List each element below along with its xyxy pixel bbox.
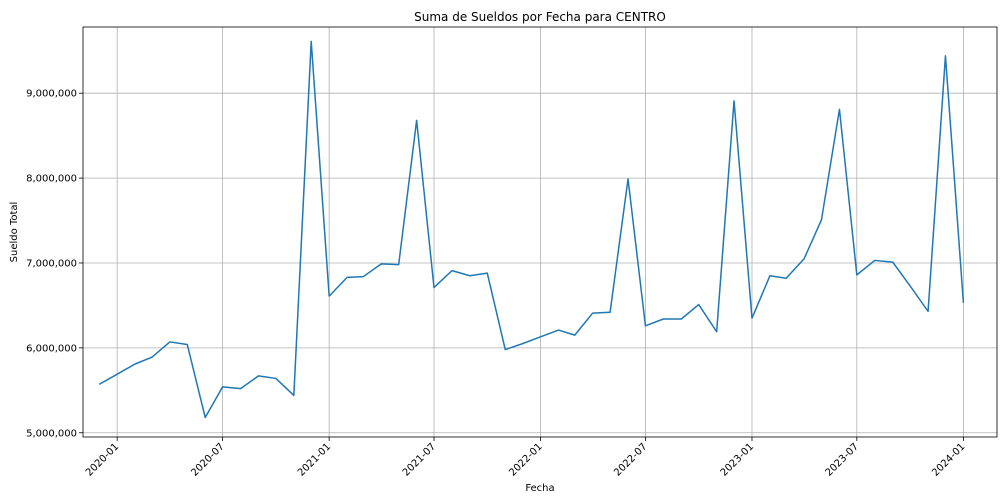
x-tick-label: 2021-01 — [296, 441, 333, 478]
x-tick-label: 2023-07 — [824, 441, 861, 478]
y-tick-label: 9,000,000 — [26, 89, 77, 100]
x-tick-label: 2021-07 — [401, 441, 438, 478]
x-tick-label: 2020-07 — [189, 441, 226, 478]
x-tick-label: 2022-07 — [612, 441, 649, 478]
tick-layer: 2020-01 2020-07 2021-01 2021-07 2022-01 2022-… — [26, 89, 967, 479]
y-axis-label: Sueldo Total — [9, 202, 20, 263]
x-tick-label: 2020-01 — [84, 441, 121, 478]
x-tick-label: 2022-01 — [507, 441, 544, 478]
y-tick-label: 6,000,000 — [26, 343, 77, 354]
y-tick-label: 5,000,000 — [26, 428, 77, 439]
x-tick-label: 2023-01 — [719, 441, 756, 478]
grid-layer — [83, 27, 997, 437]
plot-frame — [82, 26, 998, 438]
series-line — [98, 40, 965, 419]
x-tick-label: 2024-01 — [930, 441, 967, 478]
x-axis-label: Fecha — [525, 483, 554, 494]
chart-title: Suma de Sueldos por Fecha para CENTRO — [414, 10, 666, 24]
y-tick-label: 7,000,000 — [26, 258, 77, 269]
y-tick-label: 8,000,000 — [26, 174, 77, 185]
